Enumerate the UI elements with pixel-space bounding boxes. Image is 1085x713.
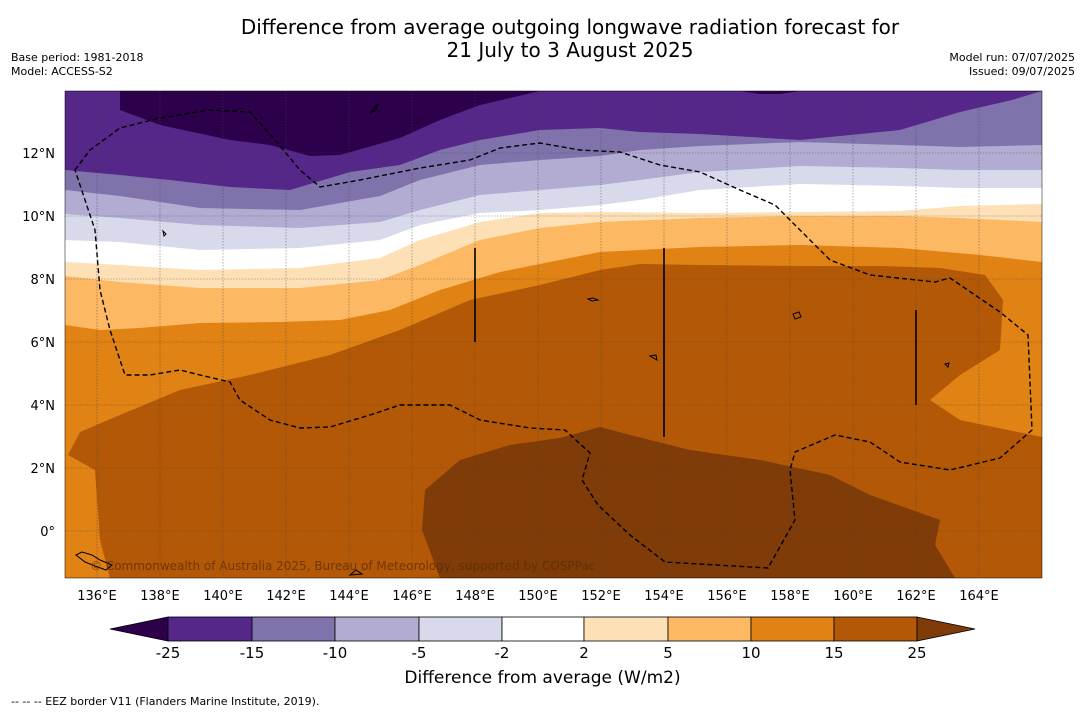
lon-label-144e: 144°E — [329, 589, 369, 604]
colorbar-tick: 10 — [741, 644, 760, 662]
lat-label-10n: 10°N — [22, 210, 55, 225]
colorbar-swatch — [251, 616, 336, 642]
colorbar-title: Difference from average (W/m2) — [404, 668, 681, 688]
lon-label-156e: 156°E — [707, 589, 747, 604]
lat-labels: 12°N 10°N 8°N 6°N 4°N 2°N 0° — [22, 147, 55, 540]
colorbar-swatch — [750, 616, 835, 642]
lon-label-140e: 140°E — [203, 589, 243, 604]
lon-label-154e: 154°E — [644, 589, 684, 604]
colorbar-swatch — [418, 616, 503, 642]
lon-label-136e: 136°E — [77, 589, 117, 604]
colorbar-tick: -15 — [240, 644, 265, 662]
band-lt-25 — [120, 91, 540, 156]
lat-label-6n: 6°N — [31, 336, 56, 351]
lat-label-4n: 4°N — [31, 399, 56, 414]
lon-label-152e: 152°E — [581, 589, 621, 604]
colorbar-tick: 25 — [907, 644, 926, 662]
colorbar-swatch — [501, 616, 585, 642]
colorbar-ticks: -25 -15 -10 -5 -2 2 5 10 15 25 — [156, 644, 927, 662]
copyright-text: © Commonwealth of Australia 2025, Bureau… — [90, 559, 595, 573]
colorbar — [109, 616, 976, 642]
lon-label-164e: 164°E — [959, 589, 999, 604]
model-run: Model run: 07/07/2025 — [949, 51, 1075, 64]
colorbar-swatch — [667, 616, 752, 642]
eez-footnote: -- -- -- EEZ border V11 (Flanders Marine… — [11, 695, 320, 708]
colorbar-swatch — [833, 616, 918, 642]
meridian-segments — [474, 248, 917, 437]
colorbar-tick: 2 — [579, 644, 589, 662]
colorbar-swatch — [583, 616, 669, 642]
colorbar-extend-high — [916, 616, 976, 642]
colorbar-swatch — [167, 616, 253, 642]
colorbar-extend-low — [109, 616, 169, 642]
colorbar-swatch — [334, 616, 420, 642]
lon-labels: 136°E 138°E 140°E 142°E 144°E 146°E 148°… — [77, 589, 999, 604]
lon-label-150e: 150°E — [518, 589, 558, 604]
title-line-2: 21 July to 3 August 2025 — [446, 38, 694, 62]
lon-label-158e: 158°E — [770, 589, 810, 604]
lon-label-160e: 160°E — [833, 589, 873, 604]
map-panel: © Commonwealth of Australia 2025, Bureau… — [65, 91, 1042, 578]
map-frame — [64, 90, 1043, 579]
colorbar-tick: -2 — [495, 644, 510, 662]
lon-label-146e: 146°E — [392, 589, 432, 604]
lon-label-138e: 138°E — [140, 589, 180, 604]
colorbar-tick: -25 — [156, 644, 181, 662]
island-outlines — [75, 103, 950, 576]
band-gt-25 — [422, 427, 955, 578]
title-line-1: Difference from average outgoing longwav… — [240, 15, 900, 39]
colorbar-tick: 15 — [824, 644, 843, 662]
colorbar-tick: -5 — [412, 644, 427, 662]
eez-border — [74, 109, 1033, 569]
lat-label-12n: 12°N — [22, 147, 55, 162]
colorbar-tick: 5 — [663, 644, 673, 662]
lat-label-2n: 2°N — [31, 462, 56, 477]
band-lt-25-east — [740, 91, 800, 94]
lon-label-142e: 142°E — [266, 589, 306, 604]
lon-label-148e: 148°E — [455, 589, 495, 604]
issued-date: Issued: 09/07/2025 — [968, 65, 1075, 78]
colorbar-tick: -10 — [323, 644, 348, 662]
base-period: Base period: 1981-2018 — [11, 51, 144, 64]
lat-label-8n: 8°N — [31, 273, 56, 288]
model-name: Model: ACCESS-S2 — [11, 65, 113, 78]
lat-gridlines — [65, 152, 1042, 532]
lon-label-162e: 162°E — [896, 589, 936, 604]
lat-label-0: 0° — [40, 525, 55, 540]
